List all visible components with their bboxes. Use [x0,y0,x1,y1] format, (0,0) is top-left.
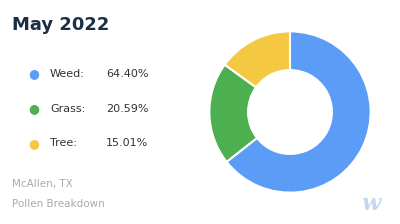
Text: 20.59%: 20.59% [106,104,148,114]
Text: 15.01%: 15.01% [106,138,148,148]
Wedge shape [225,31,290,87]
Wedge shape [226,31,371,193]
Text: w: w [361,193,380,215]
Text: Pollen Breakdown: Pollen Breakdown [12,199,105,209]
Text: McAllen, TX: McAllen, TX [12,179,73,189]
Text: Weed:: Weed: [50,69,85,79]
Text: 64.40%: 64.40% [106,69,148,79]
Text: Grass:: Grass: [50,104,85,114]
Text: ●: ● [28,67,39,80]
Text: May 2022: May 2022 [12,16,109,34]
Wedge shape [209,65,257,162]
Text: Tree:: Tree: [50,138,77,148]
Text: ●: ● [28,137,39,150]
Text: ●: ● [28,102,39,115]
